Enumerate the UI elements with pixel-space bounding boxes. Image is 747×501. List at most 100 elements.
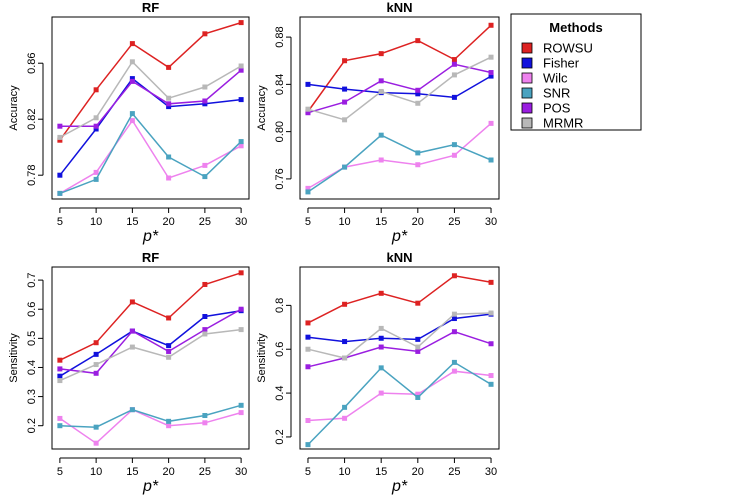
knn-sensitivity-rowsu-point (488, 279, 494, 285)
rf-sensitivity-pos-point (93, 370, 99, 376)
rf-accuracy-mrmr-point (57, 134, 63, 140)
rf-accuracy-y-axis-label: Accuracy (8, 85, 20, 131)
rf-sensitivity-x-tick-label: 25 (199, 466, 211, 478)
rf-sensitivity-snr-point (57, 423, 63, 429)
knn-sensitivity-wilc-point (488, 373, 494, 379)
rf-sensitivity-title: RF (142, 250, 159, 265)
legend-rowsu-label: ROWSU (543, 41, 593, 56)
legend-mrmr-label: MRMR (543, 116, 583, 131)
knn-accuracy-mrmr-point (488, 54, 494, 60)
knn-sensitivity-rowsu-line (307, 275, 492, 324)
knn-sensitivity-y-tick-label: 0.4 (274, 385, 286, 400)
rf-sensitivity-pos-point (57, 366, 63, 372)
knn-sensitivity-snr-point (305, 442, 311, 448)
knn-accuracy-mrmr-point (342, 117, 348, 123)
rf-sensitivity-x-tick-label: 5 (57, 466, 63, 478)
rf-sensitivity-y-tick-label: 0.7 (26, 272, 38, 287)
knn-accuracy-mrmr-point (305, 106, 311, 112)
knn-accuracy-mrmr-point (378, 88, 384, 94)
rf-accuracy-pos-point (129, 78, 135, 84)
knn-accuracy-rowsu-point (415, 38, 421, 44)
legend-snr-label: SNR (543, 86, 570, 101)
knn-accuracy-x-tick-label: 30 (485, 216, 497, 228)
rf-accuracy-rowsu-point (238, 20, 244, 26)
knn-accuracy-wilc-point (488, 120, 494, 126)
knn-sensitivity-mrmr-point (451, 311, 457, 317)
rf-accuracy-y-tick-label: 0.86 (26, 52, 38, 73)
knn-sensitivity-rowsu-point (342, 301, 348, 307)
knn-sensitivity-title: kNN (386, 250, 412, 265)
rf-accuracy-x-tick-label: 5 (57, 216, 63, 228)
rf-accuracy-pos-point (238, 67, 244, 73)
rf-accuracy-pos-point (93, 123, 99, 129)
knn-sensitivity-mrmr-point (342, 355, 348, 361)
rf-accuracy-x-tick-label: 10 (90, 216, 102, 228)
rf-accuracy-snr-point (202, 174, 208, 180)
rf-sensitivity-rowsu-point (238, 270, 244, 276)
knn-sensitivity-x-tick-label: 5 (305, 466, 311, 478)
rf-sensitivity-rowsu-line (59, 272, 242, 361)
rf-accuracy-snr-line (59, 112, 242, 195)
rf-sensitivity-snr-point (129, 407, 135, 413)
rf-accuracy-pos-point (202, 98, 208, 104)
knn-sensitivity-x-axis-label: p* (391, 478, 408, 495)
knn-sensitivity-wilc-point (415, 391, 421, 397)
knn-sensitivity-pos-point (451, 329, 457, 335)
knn-sensitivity-snr-point (378, 365, 384, 371)
rf-sensitivity-pos-point (202, 327, 208, 333)
rf-sensitivity-mrmr-point (129, 344, 135, 350)
knn-sensitivity-x-tick-label: 15 (375, 466, 387, 478)
knn-accuracy-wilc-point (451, 152, 457, 158)
knn-sensitivity-panel: kNN 5 10 15 20 25 30 p* 0.2 0.4 0.6 0.8 Sensitivity (256, 250, 500, 495)
knn-sensitivity-fisher-line (307, 313, 492, 343)
knn-accuracy-mrmr-point (415, 100, 421, 106)
rf-sensitivity-pos-point (166, 348, 172, 354)
knn-sensitivity-snr-point (415, 394, 421, 400)
knn-accuracy-pos-point (305, 110, 311, 116)
knn-sensitivity-wilc-point (451, 368, 457, 374)
rf-accuracy-title: RF (142, 0, 159, 15)
rf-sensitivity-fisher-point (166, 343, 172, 349)
knn-accuracy-mrmr-point (451, 72, 457, 78)
legend-pos-label: POS (543, 101, 571, 116)
knn-accuracy-snr-line (307, 134, 492, 193)
rf-accuracy-pos-point (166, 101, 172, 107)
legend-rowsu-swatch (521, 42, 533, 54)
rf-accuracy-mrmr-line (59, 60, 242, 139)
rf-accuracy-x-tick-label: 30 (235, 216, 247, 228)
knn-sensitivity-y-tick-label: 0.6 (274, 342, 286, 357)
knn-accuracy-x-tick-label: 15 (375, 216, 387, 228)
rf-accuracy-fisher-point (238, 97, 244, 103)
rf-accuracy-fisher-point (129, 76, 135, 82)
knn-sensitivity-wilc-point (378, 390, 384, 396)
knn-accuracy-pos-line (307, 63, 492, 114)
knn-accuracy-snr-point (451, 142, 457, 148)
knn-accuracy-x-axis-label: p* (391, 228, 408, 245)
rf-sensitivity-mrmr-point (93, 362, 99, 368)
rf-sensitivity-fisher-point (57, 373, 63, 379)
rf-sensitivity-wilc-point (202, 420, 208, 426)
rf-accuracy-mrmr-point (129, 59, 135, 65)
knn-sensitivity-x-tick-label: 25 (448, 466, 460, 478)
rf-accuracy-rowsu-point (166, 64, 172, 70)
knn-sensitivity-fisher-point (342, 339, 348, 345)
knn-accuracy-y-tick-label: 0.88 (274, 26, 286, 47)
rf-sensitivity-wilc-point (166, 423, 172, 429)
knn-sensitivity-mrmr-point (378, 325, 384, 331)
knn-sensitivity-fisher-point (378, 335, 384, 341)
rf-accuracy-fisher-point (166, 104, 172, 110)
rf-accuracy-snr-point (238, 139, 244, 145)
knn-accuracy-pos-point (488, 70, 494, 76)
rf-accuracy-snr-point (93, 176, 99, 182)
rf-accuracy-x-axis: 5 10 15 20 25 30 p* (57, 207, 247, 245)
knn-accuracy-panel: kNN 5 10 15 20 25 30 p* 0.76 0.80 0.84 0.88 Accuracy (256, 0, 500, 245)
knn-sensitivity-fisher-point (451, 316, 457, 322)
rf-sensitivity-fisher-point (202, 314, 208, 320)
knn-accuracy-x-tick-label: 5 (305, 216, 311, 228)
knn-accuracy-wilc-point (378, 157, 384, 163)
rf-sensitivity-x-tick-label: 15 (126, 466, 138, 478)
knn-sensitivity-mrmr-point (415, 344, 421, 350)
knn-sensitivity-fisher-point (305, 334, 311, 340)
knn-sensitivity-wilc-point (342, 415, 348, 421)
knn-accuracy-fisher-point (488, 73, 494, 79)
